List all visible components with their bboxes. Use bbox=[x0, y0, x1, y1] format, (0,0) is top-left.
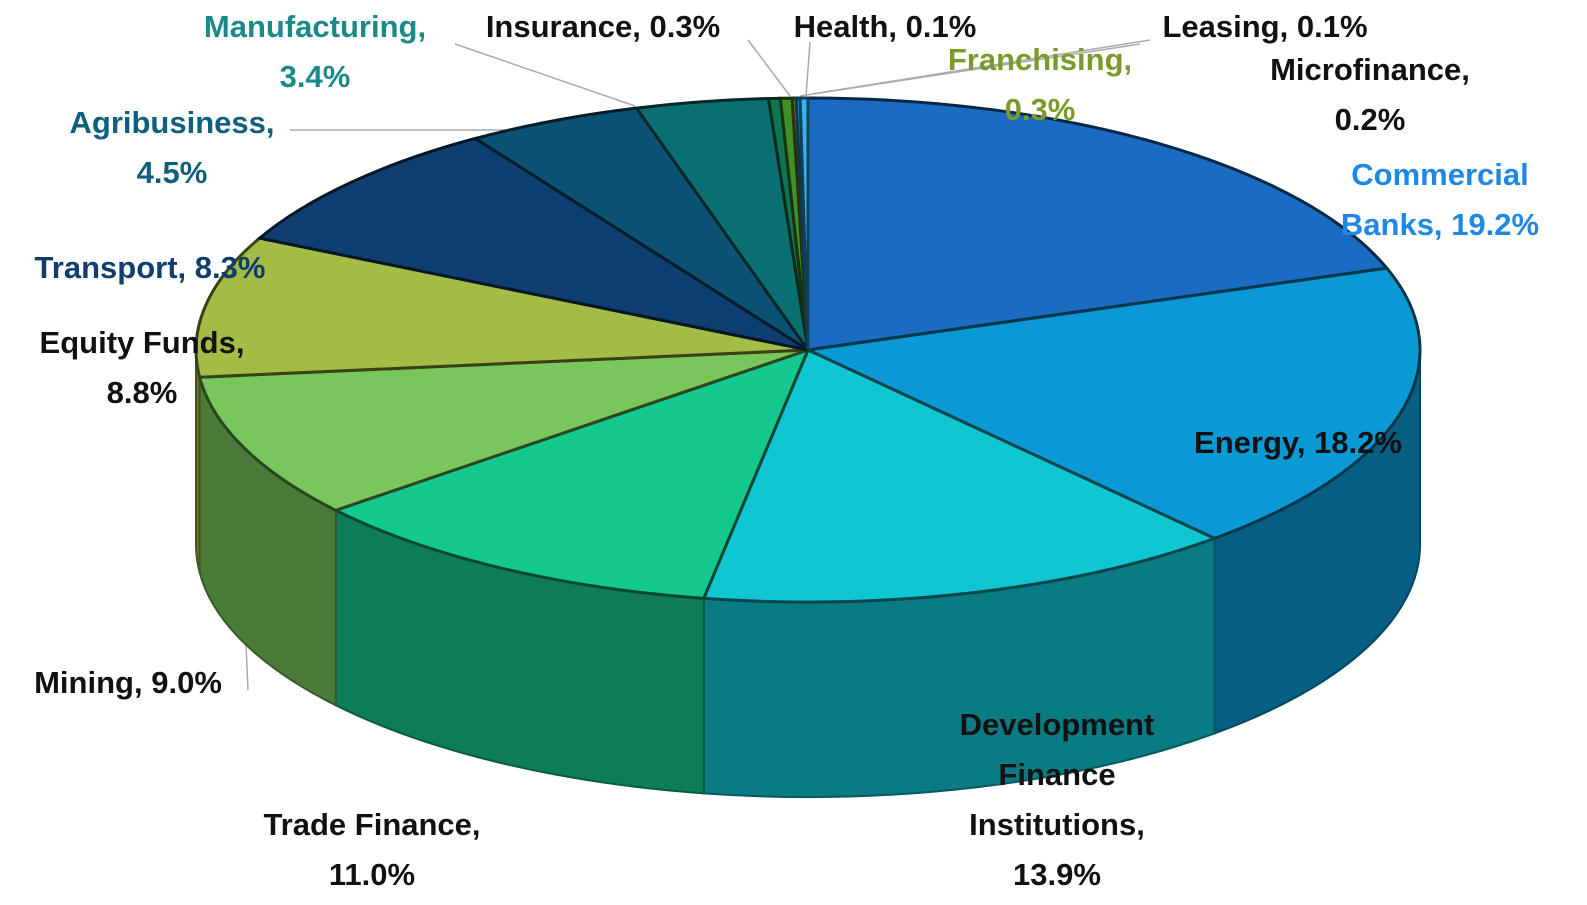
slice-label: Health, 0.1% bbox=[755, 2, 1015, 52]
slice-label: Energy, 18.2% bbox=[1138, 418, 1458, 468]
category-label: Transport, bbox=[34, 250, 187, 285]
slice-label: Transport, 8.3% bbox=[0, 243, 310, 293]
category-label: Microfinance, bbox=[1270, 52, 1470, 87]
pie-tops bbox=[194, 96, 1422, 604]
slice bbox=[194, 236, 809, 379]
value-label: 3.4% bbox=[279, 59, 351, 94]
slice bbox=[331, 347, 811, 600]
slice-label: Leasing, 0.1% bbox=[1115, 2, 1415, 52]
leader-lines bbox=[244, 39, 1151, 691]
value-label: 0.1% bbox=[905, 9, 977, 44]
slice bbox=[798, 96, 810, 351]
category-label: Energy, bbox=[1194, 425, 1306, 460]
value-label: 19.2% bbox=[1451, 207, 1540, 242]
category-label: Health, bbox=[793, 9, 898, 44]
category-label: Manufacturing, bbox=[203, 9, 427, 44]
slice bbox=[197, 348, 809, 512]
category-label: Development Finance Institutions, bbox=[959, 707, 1155, 842]
slice-label: Equity Funds, 8.8% bbox=[17, 318, 267, 418]
value-label: 11.0% bbox=[328, 857, 416, 892]
value-label: 0.3% bbox=[649, 9, 721, 44]
slice-label: Commercial Banks, 19.2% bbox=[1310, 150, 1570, 250]
slice bbox=[701, 347, 1219, 604]
slice-label: Manufacturing, 3.4% bbox=[195, 2, 435, 102]
category-label: Trade Finance, bbox=[263, 807, 481, 842]
leader-line bbox=[454, 43, 636, 107]
category-label: Insurance, bbox=[485, 9, 641, 44]
category-label: Commercial Banks, bbox=[1340, 157, 1529, 242]
slice bbox=[806, 96, 1390, 352]
leader-line bbox=[805, 41, 811, 97]
slice-label: Development Finance Institutions, 13.9% bbox=[932, 700, 1182, 900]
value-label: 0.3% bbox=[1004, 92, 1076, 127]
slice bbox=[256, 136, 809, 352]
slice-label: Insurance, 0.3% bbox=[443, 2, 763, 52]
slice-label: Franchising, 0.3% bbox=[920, 35, 1160, 135]
slice bbox=[471, 106, 810, 352]
value-label: 0.1% bbox=[1296, 9, 1368, 44]
slice bbox=[802, 266, 1422, 540]
value-label: 8.3% bbox=[194, 250, 266, 285]
value-label: 0.2% bbox=[1334, 102, 1406, 137]
value-label: 8.8% bbox=[106, 375, 178, 410]
slice-label: Trade Finance, 11.0% bbox=[227, 800, 517, 900]
leader-line bbox=[747, 39, 791, 97]
value-label: 13.9% bbox=[1013, 857, 1101, 892]
value-label: 9.0% bbox=[151, 665, 222, 700]
slice-label: Microfinance, 0.2% bbox=[1240, 45, 1500, 145]
slice-label: Agribusiness, 4.5% bbox=[42, 98, 302, 198]
category-label: Mining, bbox=[34, 665, 143, 700]
category-label: Equity Funds, bbox=[39, 325, 245, 360]
value-label: 18.2% bbox=[1314, 425, 1402, 460]
value-label: 4.5% bbox=[136, 155, 208, 190]
category-label: Agribusiness, bbox=[69, 105, 275, 140]
pie-sides bbox=[195, 349, 1421, 798]
slice-label: Mining, 9.0% bbox=[0, 658, 278, 708]
leader-line bbox=[811, 39, 1151, 95]
category-label: Leasing, bbox=[1162, 9, 1289, 44]
category-label: Franchising, bbox=[947, 42, 1133, 77]
